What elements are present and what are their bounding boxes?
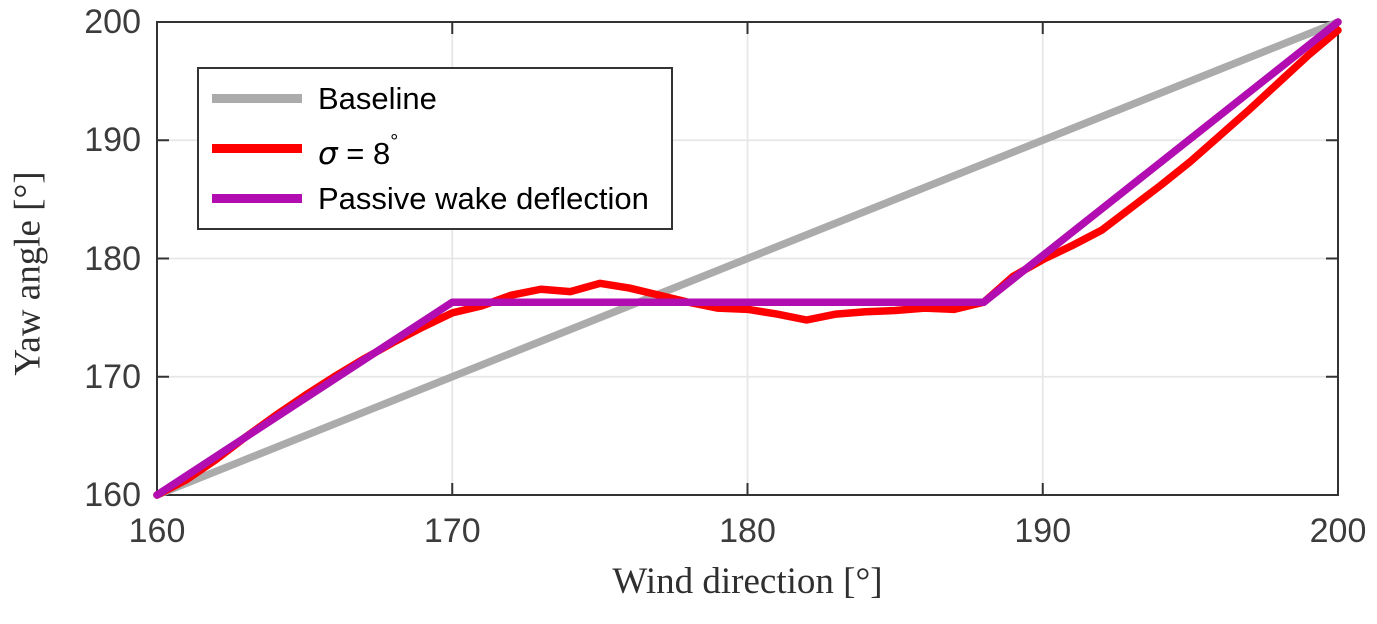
legend: Baseline σ = 8° Passive wake deflection xyxy=(197,67,673,230)
series-line-baseline xyxy=(153,18,1342,499)
y-tick-label: 200 xyxy=(84,3,141,41)
x-tick-label: 190 xyxy=(1014,512,1072,550)
passive-line-swatch xyxy=(212,194,302,204)
legend-item-baseline: Baseline xyxy=(199,73,671,123)
x-axis-label: Wind direction [°] xyxy=(612,561,883,602)
baseline-line-swatch xyxy=(212,93,302,103)
y-tick-label: 160 xyxy=(84,476,141,514)
sigma-equals-value: = 8 xyxy=(337,136,391,171)
legend-item-passive: Passive wake deflection xyxy=(199,174,671,224)
series-line-passive-wake-deflection xyxy=(153,18,1342,499)
legend-label-passive: Passive wake deflection xyxy=(318,181,649,217)
x-tick-label: 160 xyxy=(128,512,186,550)
x-tick-label: 170 xyxy=(423,512,481,550)
y-tick-label: 190 xyxy=(84,121,141,160)
sigma-line-swatch xyxy=(212,144,302,153)
degree-superscript: ° xyxy=(390,131,399,153)
legend-item-sigma: σ = 8° xyxy=(199,124,671,174)
y-tick-label: 170 xyxy=(84,357,141,396)
x-tick-label: 180 xyxy=(719,512,776,550)
legend-label-baseline: Baseline xyxy=(318,80,437,116)
legend-label-sigma: σ = 8° xyxy=(318,127,398,170)
x-tick-label: 200 xyxy=(1309,512,1367,550)
sigma-symbol: σ xyxy=(318,136,338,172)
y-tick-label: 180 xyxy=(84,239,141,278)
